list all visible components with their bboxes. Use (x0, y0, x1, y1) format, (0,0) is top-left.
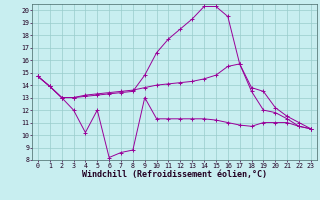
X-axis label: Windchill (Refroidissement éolien,°C): Windchill (Refroidissement éolien,°C) (82, 170, 267, 179)
